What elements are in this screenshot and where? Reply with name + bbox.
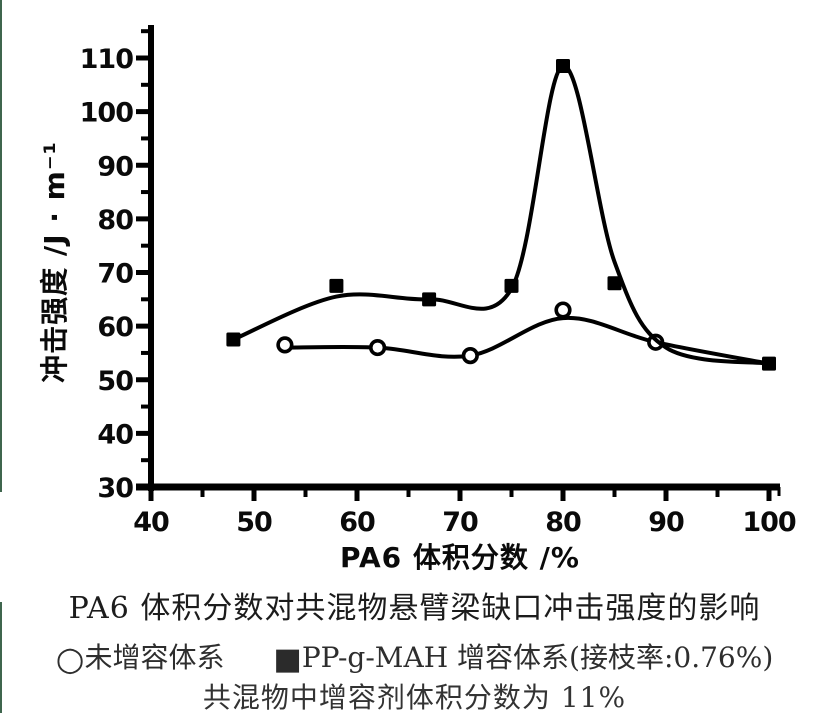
figure-title: PA6 体积分数对共混物悬臂梁缺口冲击强度的影响 (68, 591, 761, 626)
legend-label-compatibilized: PP-g-MAH 增容体系(接枝率:0.76%) (301, 641, 774, 674)
x-axis-title: PA6 体积分数 /% (340, 541, 580, 574)
y-tick-label: 30 (97, 473, 133, 504)
x-tick-label: 90 (648, 507, 684, 538)
y-tick-label: 50 (97, 366, 133, 397)
page-edge-artifact-segment (0, 602, 2, 713)
x-tick-label: 50 (236, 507, 272, 538)
legend-item-uncompatibilized: ○未增容体系 (56, 636, 225, 676)
y-tick-label: 60 (97, 312, 133, 343)
x-tick-label: 80 (545, 507, 581, 538)
y-axis-title: 冲击强度 /J · m⁻¹ (38, 141, 71, 383)
series-1-marker-square (762, 356, 776, 371)
series-0-marker-circle (276, 336, 294, 354)
series-1-marker-square (504, 278, 519, 293)
series-1-marker-square (556, 59, 570, 74)
y-tick-label: 100 (80, 98, 134, 129)
x-tick-label: 100 (742, 507, 796, 538)
series-1-marker-square (329, 278, 344, 293)
figure-note: 共混物中增容剂体积分数为 11% (202, 681, 627, 713)
x-tick-label: 70 (442, 507, 478, 538)
series-0-marker-circle (461, 347, 479, 365)
series-0-marker-circle (554, 301, 572, 319)
y-tick-label: 80 (97, 205, 133, 236)
legend-label-uncompatibilized: 未增容体系 (84, 641, 225, 674)
series-0-marker-circle (369, 338, 387, 357)
y-tick-label: 110 (80, 44, 134, 75)
figure-legend: ○未增容体系 ■PP-g-MAH 增容体系(接枝率:0.76%) (0, 636, 829, 676)
y-tick-label: 40 (97, 419, 133, 450)
page-edge-artifact-segment (0, 0, 2, 492)
open-circle-icon: ○ (55, 639, 85, 678)
series-1-curve (231, 64, 771, 366)
series-1-marker-square (607, 276, 622, 291)
legend-item-compatibilized: ■PP-g-MAH 增容体系(接枝率:0.76%) (273, 636, 773, 676)
series-1-marker-square (422, 292, 437, 307)
series-1-marker-square (226, 332, 241, 347)
x-tick-label: 60 (339, 507, 375, 538)
filled-square-icon: ■ (273, 642, 302, 677)
x-tick-label: 40 (133, 507, 169, 538)
y-tick-label: 70 (97, 259, 133, 290)
y-tick-label: 90 (97, 151, 133, 182)
